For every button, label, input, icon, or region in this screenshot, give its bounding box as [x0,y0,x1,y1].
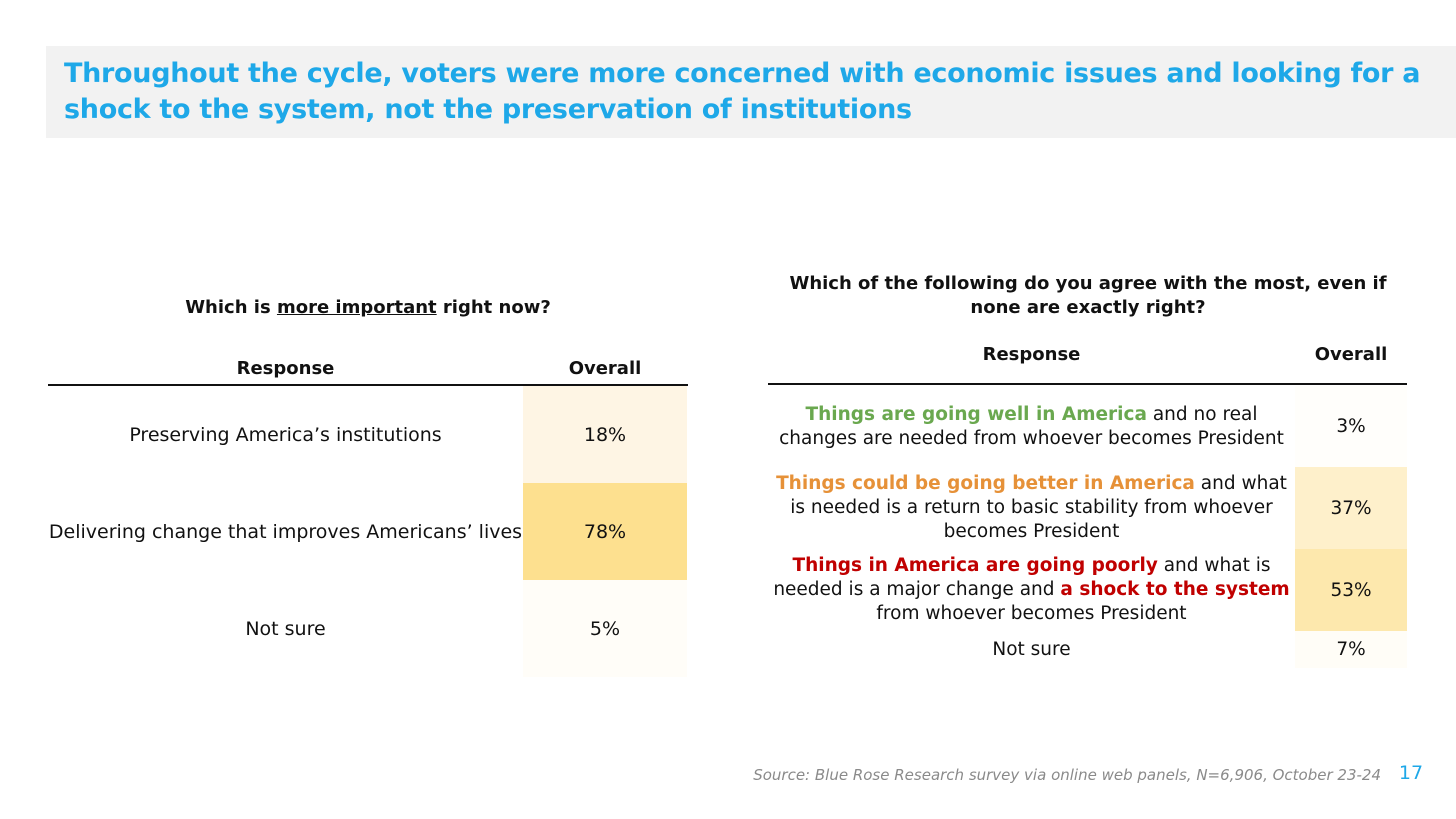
title-band: Throughout the cycle, voters were more c… [46,46,1456,138]
right-row-value: 3% [1295,386,1407,467]
right-table-row: Things could be going better in America … [768,467,1407,549]
left-question-prefix: Which is [185,297,277,318]
right-row-highlight: Things could be going better in America [776,473,1195,494]
left-row-value: 5% [523,580,687,677]
right-table-row: Things are going well in America and no … [768,386,1407,467]
right-table-row: Things in America are going poorly and w… [768,549,1407,631]
left-row-value: 78% [523,483,687,580]
left-row-value: 18% [523,386,687,483]
slide-title: Throughout the cycle, voters were more c… [64,58,1421,125]
right-row-label: Not sure [768,631,1295,668]
right-row-label: Things are going well in America and no … [768,386,1295,467]
right-row-text-2: from whoever becomes President [876,603,1187,624]
left-table-header: Response Overall [48,356,688,386]
left-row-label: Preserving America’s institutions [129,423,442,446]
left-table-row: Not sure 5% [48,580,688,677]
left-row-label: Not sure [245,617,326,640]
right-row-label: Things in America are going poorly and w… [768,549,1295,631]
right-header-response: Response [982,344,1081,365]
left-table-row: Delivering change that improves American… [48,483,688,580]
left-row-label: Delivering change that improves American… [48,520,523,543]
left-question: Which is more important right now? [48,296,688,320]
right-header-overall: Overall [1314,344,1388,365]
right-row-text: and no real changes are needed from whoe… [779,403,1284,449]
left-table-row: Preserving America’s institutions 18% [48,386,688,483]
right-row-value: 7% [1295,631,1407,668]
right-row-text: and what is needed is a major change and [773,555,1271,600]
page-number: 17 [1398,762,1424,784]
right-row-label: Things could be going better in America … [768,467,1295,549]
right-row-text: and what is needed is a return to basic … [790,473,1287,542]
right-question: Which of the following do you agree with… [789,273,1387,318]
right-table-header: Response Overall [768,342,1407,385]
right-row-highlight: Things are going well in America [805,403,1147,425]
source-note: Source: Blue Rose Research survey via on… [753,766,1381,784]
right-row-highlight-2: a shock to the system [1060,579,1290,600]
right-row-value: 37% [1295,467,1407,549]
right-row-text: Not sure [992,638,1071,660]
left-question-suffix: right now? [436,297,551,318]
left-header-overall: Overall [568,358,642,379]
left-question-underlined: more important [276,297,437,318]
left-header-response: Response [236,358,335,379]
right-table-row: Not sure 7% [768,631,1407,668]
right-row-highlight: Things in America are going poorly [792,555,1158,576]
right-row-value: 53% [1295,549,1407,631]
